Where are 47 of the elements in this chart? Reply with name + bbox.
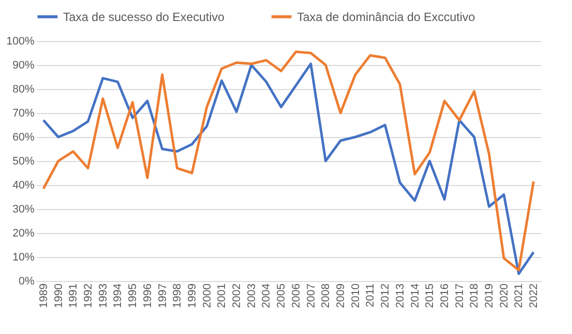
x-tick-label: 2011	[364, 284, 377, 308]
y-tick-label: 50%	[12, 156, 35, 168]
y-tick-label: 40%	[12, 180, 35, 192]
x-tick-label: 1995	[127, 284, 140, 308]
x-tick-label: 2002	[231, 284, 244, 308]
x-tick-label: 2003	[246, 284, 258, 308]
x-tick-label: 2012	[380, 284, 392, 308]
x-tick-label: 1991	[68, 284, 80, 308]
x-tick-label: 1990	[52, 284, 65, 308]
x-tick-label: 2019	[484, 284, 496, 308]
x-tick-label: 2021	[513, 284, 526, 308]
x-tick-label: 2013	[394, 284, 406, 308]
x-tick-label: 1997	[156, 284, 169, 308]
y-tick-label: 60%	[12, 132, 35, 144]
x-tick-label: 2000	[201, 284, 214, 308]
y-tick-label: 90%	[12, 60, 35, 72]
legend-label: Taxa de sucesso do Executivo	[63, 10, 225, 24]
x-tick-label: 2014	[409, 284, 422, 308]
x-tick-label: 2022	[528, 284, 540, 308]
y-tick-label: 30%	[12, 204, 35, 216]
x-tick-label: 1989	[38, 284, 50, 308]
x-tick-label: 2006	[290, 284, 302, 308]
y-tick-label: 80%	[12, 84, 35, 96]
x-tick-label: 2020	[498, 284, 510, 308]
x-tick-label: 2010	[350, 284, 362, 308]
y-tick-label: 70%	[12, 108, 35, 120]
y-tick-label: 100%	[6, 36, 35, 48]
x-tick-label: 2009	[334, 284, 347, 308]
x-tick-label: 2004	[260, 284, 273, 308]
x-tick-label: 1993	[97, 284, 110, 308]
x-tick-label: 1996	[142, 284, 154, 308]
x-tick-label: 2016	[438, 284, 451, 308]
x-tick-label: 1998	[172, 284, 184, 308]
x-tick-label: 2008	[320, 284, 332, 308]
x-tick-label: 1994	[112, 284, 124, 308]
x-tick-label: 2001	[216, 284, 228, 308]
x-tick-label: 2007	[305, 284, 318, 308]
legend-label: Taxa de dominância do Exccutivo	[297, 10, 476, 24]
x-tick-label: 2015	[424, 284, 436, 308]
x-tick-label: 1999	[186, 284, 198, 308]
y-tick-label: 0%	[18, 276, 35, 288]
x-tick-label: 1992	[82, 284, 94, 308]
x-tick-label: 2005	[276, 284, 288, 308]
y-tick-label: 10%	[12, 252, 35, 264]
x-tick-label: 2018	[468, 284, 481, 308]
x-tick-label: 2017	[454, 284, 466, 308]
y-tick-label: 20%	[12, 228, 35, 240]
